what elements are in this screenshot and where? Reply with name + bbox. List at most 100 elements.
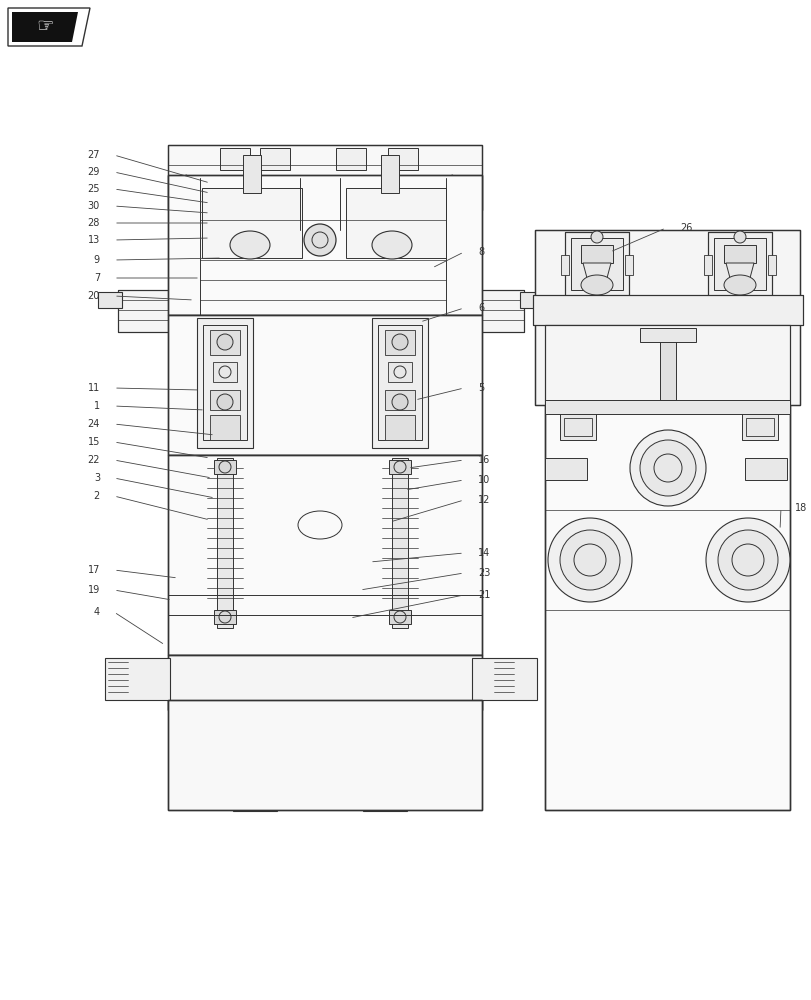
Bar: [659, 332, 676, 400]
Bar: [168, 655, 482, 710]
Ellipse shape: [723, 275, 755, 295]
Text: 25: 25: [88, 184, 100, 194]
Text: 4: 4: [94, 607, 100, 617]
Circle shape: [392, 334, 407, 350]
Bar: [723, 245, 755, 263]
Text: 16: 16: [478, 455, 490, 465]
Polygon shape: [582, 263, 610, 278]
Bar: [544, 325, 789, 405]
Bar: [564, 232, 629, 297]
Bar: [560, 255, 569, 275]
Text: 2: 2: [93, 491, 100, 501]
Bar: [210, 330, 240, 355]
Bar: [105, 658, 169, 700]
Text: 15: 15: [88, 437, 100, 447]
Bar: [168, 455, 482, 655]
Circle shape: [392, 394, 407, 410]
Bar: [392, 458, 407, 628]
Bar: [168, 655, 482, 710]
Bar: [234, 710, 275, 740]
Bar: [168, 145, 482, 210]
Bar: [471, 658, 536, 700]
Text: 22: 22: [88, 455, 100, 465]
Bar: [371, 318, 427, 448]
Circle shape: [547, 518, 631, 602]
Bar: [564, 418, 591, 436]
Bar: [118, 290, 176, 332]
Bar: [532, 295, 802, 325]
Bar: [570, 238, 622, 290]
Bar: [544, 400, 789, 810]
Circle shape: [733, 231, 745, 243]
Bar: [564, 232, 629, 297]
Circle shape: [717, 530, 777, 590]
Bar: [214, 460, 236, 474]
Bar: [202, 188, 302, 258]
Bar: [703, 255, 711, 275]
Text: 18: 18: [794, 503, 806, 513]
Bar: [212, 362, 237, 382]
Bar: [118, 290, 176, 332]
Text: 27: 27: [88, 150, 100, 160]
Text: 21: 21: [478, 590, 490, 600]
Bar: [384, 415, 414, 440]
Polygon shape: [12, 12, 78, 42]
Text: 6: 6: [478, 303, 483, 313]
Bar: [238, 740, 271, 785]
Text: 13: 13: [88, 235, 100, 245]
Bar: [214, 610, 236, 624]
Text: 14: 14: [478, 548, 490, 558]
Bar: [365, 710, 405, 740]
Circle shape: [639, 440, 695, 496]
Bar: [260, 148, 290, 170]
Bar: [707, 232, 771, 297]
Text: 5: 5: [478, 383, 483, 393]
Text: 24: 24: [88, 419, 100, 429]
Circle shape: [217, 394, 233, 410]
Bar: [745, 418, 773, 436]
Bar: [744, 458, 786, 480]
Ellipse shape: [230, 231, 270, 259]
Bar: [380, 155, 398, 193]
Bar: [210, 415, 240, 440]
Bar: [197, 318, 253, 448]
Text: 8: 8: [478, 247, 483, 257]
Text: 9: 9: [94, 255, 100, 265]
Bar: [168, 700, 482, 810]
Bar: [384, 330, 414, 355]
Bar: [384, 390, 414, 410]
Bar: [233, 785, 277, 811]
Bar: [544, 400, 789, 810]
Bar: [210, 390, 240, 410]
Bar: [217, 458, 233, 628]
Circle shape: [629, 430, 705, 506]
Bar: [363, 785, 406, 811]
Bar: [639, 328, 695, 342]
Text: 10: 10: [478, 475, 490, 485]
Bar: [544, 458, 586, 480]
Text: 17: 17: [88, 565, 100, 575]
Bar: [242, 155, 260, 193]
Bar: [534, 230, 799, 405]
Bar: [581, 245, 612, 263]
Bar: [168, 175, 482, 315]
Bar: [98, 292, 122, 308]
Circle shape: [303, 224, 336, 256]
Bar: [388, 610, 410, 624]
Ellipse shape: [581, 275, 612, 295]
Bar: [368, 740, 401, 785]
Bar: [544, 400, 789, 414]
Bar: [336, 148, 366, 170]
Bar: [168, 315, 482, 455]
Bar: [168, 455, 482, 655]
Bar: [466, 290, 523, 332]
Bar: [378, 325, 422, 440]
Text: 19: 19: [88, 585, 100, 595]
Bar: [534, 230, 799, 405]
Text: 30: 30: [88, 201, 100, 211]
Bar: [388, 460, 410, 474]
Ellipse shape: [371, 231, 411, 259]
Bar: [388, 362, 411, 382]
Text: 20: 20: [88, 291, 100, 301]
Text: 12: 12: [478, 495, 490, 505]
